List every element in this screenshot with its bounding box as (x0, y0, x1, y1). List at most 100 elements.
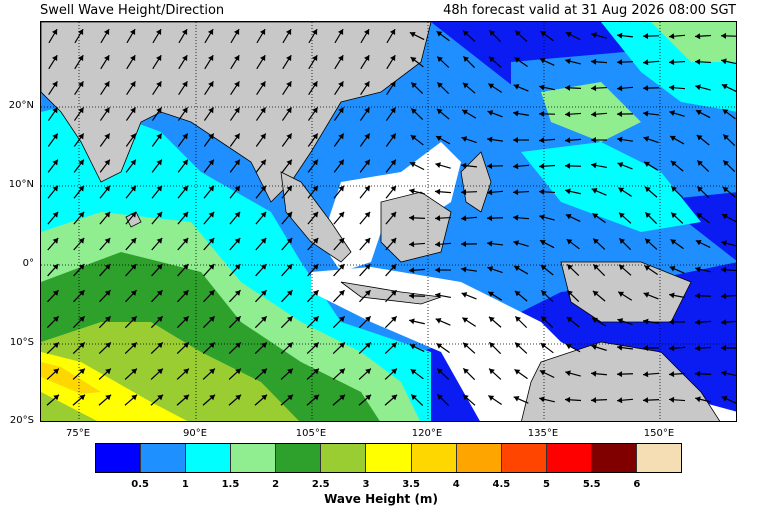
swell-direction-arrow (151, 107, 163, 121)
colorbar-label: Wave Height (m) (324, 492, 438, 506)
swell-direction-arrow (230, 28, 240, 44)
swell-direction-arrow (125, 237, 137, 251)
swell-direction-arrow (539, 239, 555, 249)
swell-direction-arrow (513, 396, 529, 404)
swell-direction-arrow (408, 267, 426, 274)
swell-direction-arrow (255, 185, 267, 199)
swell-direction-arrow (644, 211, 658, 225)
swell-direction-arrow (668, 318, 686, 325)
swell-direction-arrow (486, 240, 504, 247)
swell-direction-arrow (512, 163, 530, 170)
swell-direction-arrow (436, 81, 450, 95)
swell-direction-arrow (99, 107, 111, 121)
swell-direction-arrow (308, 28, 318, 44)
forecast-valid-time: 48h forecast valid at 31 Aug 2026 08:00 … (443, 3, 736, 18)
swell-direction-arrow (436, 30, 450, 42)
swell-direction-arrow (408, 292, 426, 299)
swell-direction-arrow (695, 396, 711, 403)
lon-label-105e: 105°E (295, 428, 327, 439)
colorbar-tick-label: 5.5 (582, 479, 601, 490)
swell-direction-arrow (48, 54, 58, 70)
swell-direction-arrow (176, 315, 190, 329)
swell-direction-arrow (254, 394, 268, 406)
swell-direction-arrow (488, 368, 502, 380)
swell-direction-arrow (333, 185, 345, 199)
swell-direction-arrow (386, 54, 396, 70)
swell-direction-arrow (177, 237, 189, 251)
swell-direction-arrow (410, 82, 424, 94)
swell-direction-arrow (435, 292, 451, 299)
swell-direction-arrow (308, 80, 318, 96)
swell-direction-arrow (359, 107, 371, 121)
swell-direction-arrow (486, 136, 504, 143)
swell-direction-arrow (228, 315, 242, 329)
swell-direction-arrow (487, 83, 503, 93)
swell-direction-arrow (73, 211, 85, 225)
swell-direction-arrow (434, 215, 452, 222)
colorbar-tick-label: 2 (272, 479, 280, 490)
swell-direction-arrow (177, 159, 189, 173)
swell-direction-arrow (512, 137, 530, 144)
swell-direction-arrow (538, 110, 556, 117)
swell-direction-arrow (616, 59, 634, 66)
swell-direction-arrow (255, 263, 267, 277)
swell-direction-arrow (46, 394, 60, 406)
swell-direction-arrow (696, 159, 710, 173)
swell-direction-arrow (722, 159, 736, 173)
swell-direction-arrow (151, 211, 163, 225)
swell-direction-arrow (386, 28, 396, 44)
swell-direction-arrow (307, 289, 319, 303)
swell-direction-arrow (513, 240, 529, 247)
swell-direction-arrow (616, 371, 634, 378)
swell-direction-arrow (48, 80, 58, 96)
swell-direction-arrow (281, 185, 293, 199)
swell-direction-arrow (694, 370, 712, 377)
swell-direction-arrow (669, 135, 685, 145)
swell-direction-arrow (513, 84, 529, 92)
swell-direction-arrow (359, 263, 371, 277)
swell-direction-arrow (385, 159, 397, 173)
swell-direction-arrow (307, 263, 319, 277)
swell-direction-arrow (590, 136, 608, 143)
swell-direction-arrow (256, 28, 266, 44)
swell-direction-arrow (124, 394, 138, 406)
swell-direction-arrow (203, 211, 215, 225)
swell-direction-arrow (434, 241, 452, 248)
swell-direction-arrow (47, 159, 59, 173)
swell-direction-arrow (486, 163, 504, 170)
swell-direction-arrow (281, 107, 293, 121)
swell-direction-arrow (488, 316, 502, 328)
swell-direction-arrow (72, 315, 86, 329)
swell-direction-arrow (100, 54, 110, 70)
swell-direction-arrow (229, 107, 241, 121)
colorbar-swatch (501, 444, 547, 472)
swell-direction-arrow (307, 159, 319, 173)
swell-direction-arrow (203, 133, 215, 147)
wave-map (40, 21, 737, 422)
swell-direction-arrow (721, 213, 736, 223)
swell-direction-arrow (125, 185, 137, 199)
swell-direction-arrow (408, 214, 426, 221)
swell-direction-arrow (384, 368, 398, 380)
swell-direction-arrow (696, 186, 710, 198)
swell-direction-arrow (616, 85, 634, 92)
swell-direction-arrow (720, 319, 736, 326)
swell-direction-arrow (255, 159, 267, 173)
swell-direction-arrow (307, 133, 319, 147)
swell-direction-arrow (642, 397, 660, 404)
swell-direction-arrow (617, 318, 633, 326)
swell-direction-arrow (125, 211, 137, 225)
swell-direction-arrow (669, 266, 685, 274)
swell-direction-arrow (74, 54, 84, 70)
swell-direction-arrow (566, 289, 580, 303)
swell-direction-arrow (565, 188, 581, 195)
swell-direction-arrow (47, 133, 59, 147)
swell-direction-arrow (151, 263, 163, 277)
swell-direction-arrow (591, 344, 607, 351)
swell-direction-arrow (564, 84, 582, 91)
swell-direction-arrow (100, 28, 110, 44)
swell-direction-arrow (151, 289, 163, 303)
swell-direction-arrow (618, 237, 632, 251)
swell-direction-arrow (642, 345, 660, 352)
swell-direction-arrow (592, 212, 606, 224)
